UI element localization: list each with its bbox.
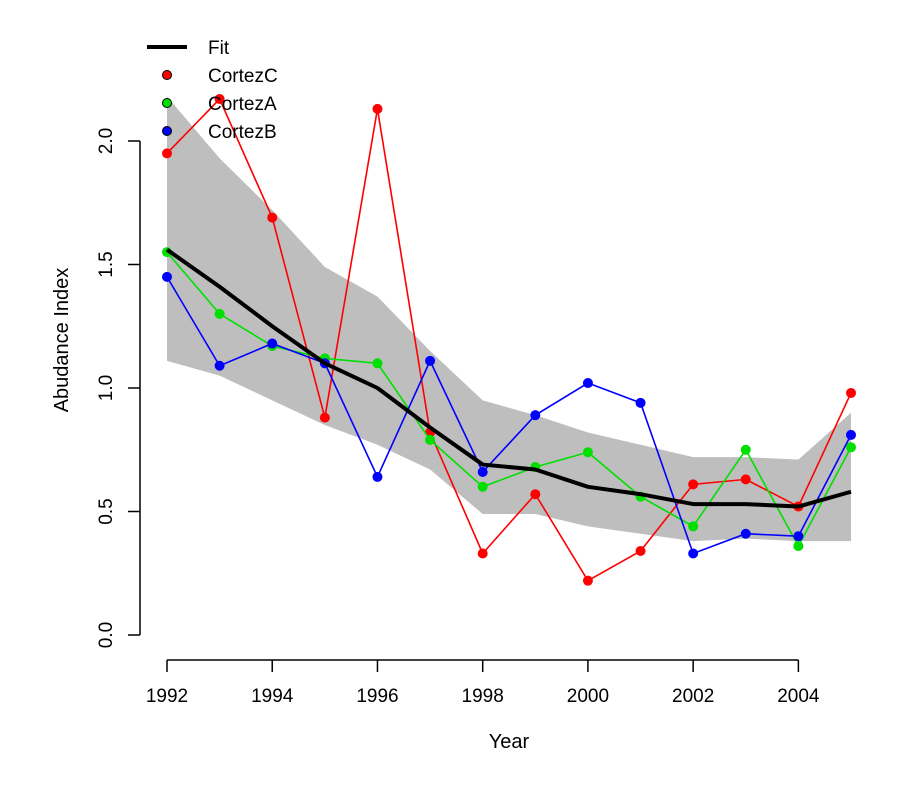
cortezb-point: [267, 338, 278, 349]
x-tick-label: 1994: [251, 686, 294, 707]
corteza-point: [688, 521, 699, 532]
cortezb-point: [635, 397, 646, 408]
legend-fit-label: Fit: [208, 38, 230, 59]
cortezc-point: [214, 94, 225, 105]
axes-layer: 1992 1994 1996 1998 2000 2002 2004 0.0 0.5 1.0 1.5…: [96, 128, 820, 707]
confidence-band: [167, 96, 851, 542]
legend-cortezc-label: CortezC: [208, 66, 278, 87]
cortezc-line: [166, 97, 852, 582]
cortezb-point: [846, 429, 856, 440]
legend: Fit CortezC CortezA CortezB: [147, 38, 278, 143]
series-layer: [162, 94, 856, 586]
cortezc-point: [162, 148, 172, 159]
corteza-point: [846, 442, 856, 453]
x-tick-label: 2000: [567, 686, 609, 707]
corteza-line: [166, 251, 852, 548]
cortezb-point: [582, 378, 593, 389]
cortezb-point: [688, 548, 699, 559]
corteza-point: [582, 447, 593, 458]
fit-layer: [165, 248, 852, 509]
cortezb-point: [740, 528, 751, 539]
legend-cortezb-swatch: [162, 126, 172, 136]
y-tick-label: 0.0: [96, 622, 117, 648]
cortezb-line: [166, 276, 852, 555]
cortezb-point: [477, 466, 488, 477]
cortezb-point: [425, 355, 436, 366]
cortezc-point: [372, 103, 383, 114]
corteza-point: [477, 481, 488, 492]
cortezb-point: [162, 271, 172, 282]
y-tick-label: 0.5: [96, 498, 117, 524]
x-tick-label: 1996: [356, 686, 398, 707]
fit-line: [165, 248, 852, 509]
cortezc-point: [846, 387, 856, 398]
corteza-point: [793, 541, 804, 552]
cortezc-point: [635, 546, 646, 557]
corteza-point: [214, 308, 225, 319]
legend-corteza-label: CortezA: [208, 94, 277, 115]
legend-cortezb-label: CortezB: [208, 122, 277, 143]
x-tick-label: 2004: [777, 686, 820, 707]
y-tick-label: 2.0: [96, 128, 117, 154]
legend-corteza-swatch: [162, 98, 172, 108]
cortezc-point: [582, 575, 593, 586]
x-axis-label: Year: [489, 731, 530, 753]
corteza-point: [372, 358, 383, 369]
y-tick-label: 1.0: [96, 375, 117, 401]
cortezc-point: [319, 412, 330, 423]
legend-cortezc-swatch: [162, 70, 172, 80]
confidence-band-layer: [167, 96, 851, 542]
cortezb-point: [530, 410, 541, 421]
cortezc-point: [267, 212, 278, 223]
cortezc-point: [477, 548, 488, 559]
corteza-point: [740, 444, 751, 455]
x-tick-label: 2002: [672, 686, 714, 707]
cortezc-point: [740, 474, 751, 485]
y-axis-label: Abudance Index: [51, 268, 73, 413]
x-tick-label: 1992: [146, 686, 188, 707]
cortezc-point: [688, 479, 699, 490]
cortezb-point: [372, 471, 383, 482]
cortezb-point: [214, 360, 225, 371]
corteza-point: [425, 434, 436, 445]
x-tick-label: 1998: [462, 686, 504, 707]
cortezb-point: [793, 531, 804, 542]
y-tick-label: 1.5: [96, 251, 117, 277]
cortezc-point: [530, 489, 541, 500]
